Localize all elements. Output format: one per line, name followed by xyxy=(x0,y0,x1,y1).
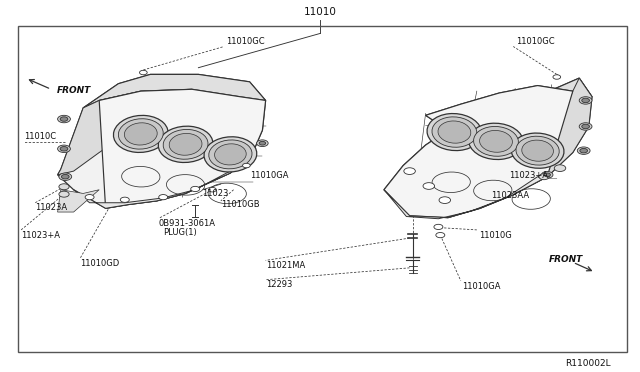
Ellipse shape xyxy=(124,123,157,145)
Polygon shape xyxy=(58,89,192,175)
Circle shape xyxy=(439,197,451,203)
Text: 11010C: 11010C xyxy=(24,132,56,141)
Circle shape xyxy=(243,163,250,168)
Text: 0B931-3061A: 0B931-3061A xyxy=(159,219,216,228)
Circle shape xyxy=(191,186,200,192)
Text: 11023+A: 11023+A xyxy=(21,231,60,240)
Circle shape xyxy=(59,173,72,180)
Ellipse shape xyxy=(118,119,163,149)
Circle shape xyxy=(436,232,445,238)
Text: 11010: 11010 xyxy=(303,7,337,17)
Ellipse shape xyxy=(209,140,252,169)
Circle shape xyxy=(434,224,443,230)
Text: FRONT: FRONT xyxy=(56,86,91,95)
Circle shape xyxy=(579,97,592,104)
Text: 11010G: 11010G xyxy=(479,231,511,240)
Text: PLUG(1): PLUG(1) xyxy=(163,228,197,237)
Ellipse shape xyxy=(163,129,208,159)
Circle shape xyxy=(59,184,69,190)
Text: 11010GC: 11010GC xyxy=(227,37,265,46)
Text: 12293: 12293 xyxy=(266,280,292,289)
Polygon shape xyxy=(58,190,99,212)
Text: 11010GD: 11010GD xyxy=(80,259,119,268)
Circle shape xyxy=(58,145,70,153)
Ellipse shape xyxy=(113,115,168,153)
Circle shape xyxy=(579,123,592,130)
Ellipse shape xyxy=(214,144,246,165)
Text: 11010GA: 11010GA xyxy=(462,282,500,291)
Polygon shape xyxy=(83,74,266,108)
Polygon shape xyxy=(538,78,592,177)
Circle shape xyxy=(140,70,147,75)
Circle shape xyxy=(257,140,268,147)
Circle shape xyxy=(541,171,553,178)
Ellipse shape xyxy=(158,126,213,163)
Ellipse shape xyxy=(169,134,202,155)
Ellipse shape xyxy=(511,133,564,168)
Polygon shape xyxy=(384,177,547,219)
Text: 11021MA: 11021MA xyxy=(266,261,305,270)
Circle shape xyxy=(423,183,435,189)
Ellipse shape xyxy=(432,117,477,147)
Polygon shape xyxy=(384,78,592,218)
Circle shape xyxy=(120,197,129,202)
Bar xyxy=(18,26,627,352)
Text: 11010GB: 11010GB xyxy=(221,200,260,209)
Text: 11010GA: 11010GA xyxy=(250,171,288,180)
Ellipse shape xyxy=(516,136,559,165)
Text: 11023: 11023 xyxy=(202,189,228,198)
Circle shape xyxy=(404,168,415,174)
Circle shape xyxy=(580,148,588,153)
Ellipse shape xyxy=(468,123,524,160)
Text: 11010GC: 11010GC xyxy=(516,37,554,46)
Text: 11023+A: 11023+A xyxy=(509,171,548,180)
Ellipse shape xyxy=(479,131,513,152)
Circle shape xyxy=(577,147,590,154)
Ellipse shape xyxy=(522,140,554,161)
Polygon shape xyxy=(58,74,266,208)
Circle shape xyxy=(582,98,589,103)
Text: 11023A: 11023A xyxy=(35,203,67,212)
Text: 11023AA: 11023AA xyxy=(492,191,530,200)
Ellipse shape xyxy=(438,121,471,143)
Circle shape xyxy=(60,147,68,151)
Polygon shape xyxy=(426,78,592,130)
Text: R110002L: R110002L xyxy=(566,359,611,368)
Circle shape xyxy=(59,191,69,197)
Circle shape xyxy=(553,75,561,79)
Circle shape xyxy=(544,173,550,177)
Circle shape xyxy=(539,174,549,180)
Text: FRONT: FRONT xyxy=(549,255,584,264)
Circle shape xyxy=(554,165,566,171)
Circle shape xyxy=(61,174,69,179)
Circle shape xyxy=(582,124,589,129)
Polygon shape xyxy=(74,153,253,208)
Circle shape xyxy=(159,195,168,200)
Ellipse shape xyxy=(474,126,518,156)
Ellipse shape xyxy=(427,113,482,151)
Circle shape xyxy=(209,187,216,192)
Circle shape xyxy=(259,141,266,145)
Polygon shape xyxy=(384,86,573,218)
Ellipse shape xyxy=(204,137,257,172)
Circle shape xyxy=(58,115,70,123)
Polygon shape xyxy=(99,89,266,208)
Circle shape xyxy=(85,195,94,200)
Circle shape xyxy=(60,117,68,121)
